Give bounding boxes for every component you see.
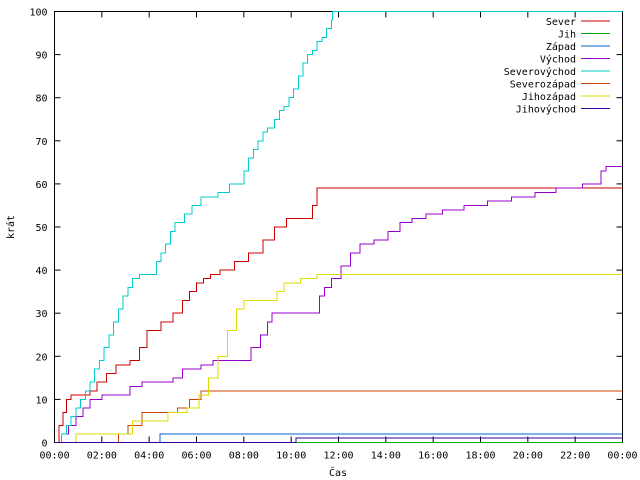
x-tick-label: 20:00 xyxy=(513,451,543,462)
y-tick-label: 100 xyxy=(29,8,47,19)
y-tick-label: 60 xyxy=(35,180,47,191)
legend-label: Sever xyxy=(546,17,576,28)
x-tick-label: 18:00 xyxy=(465,451,495,462)
legend-label: Jihovýchod xyxy=(516,104,576,116)
y-tick-label: 40 xyxy=(35,266,47,277)
legend-label: Západ xyxy=(546,41,576,53)
y-tick-label: 50 xyxy=(35,223,47,234)
y-tick-label: 30 xyxy=(35,309,47,320)
y-axis-label: krát xyxy=(5,215,17,239)
y-tick-label: 20 xyxy=(35,352,47,363)
series-line-0 xyxy=(54,187,623,443)
y-tick-label: 10 xyxy=(35,395,47,406)
legend-label: Jih xyxy=(558,30,576,41)
series-line-4 xyxy=(54,11,623,443)
x-tick-label: 14:00 xyxy=(371,451,401,462)
series-lines xyxy=(54,11,623,443)
y-axis-ticks: 0 10 20 30 40 50 60 70 80 90 100 xyxy=(29,8,623,450)
x-tick-label: 10:00 xyxy=(276,451,306,462)
x-tick-label: 06:00 xyxy=(181,451,211,462)
series-line-3 xyxy=(54,166,623,443)
x-tick-label: 16:00 xyxy=(418,451,448,462)
x-tick-label: 04:00 xyxy=(134,451,164,462)
x-axis-ticks: 00:00 02:00 04:00 06:00 08:00 10:00 12:00 14:00… xyxy=(40,11,638,462)
legend-label: Východ xyxy=(540,54,576,66)
series-line-6 xyxy=(54,273,623,443)
y-tick-label: 80 xyxy=(35,94,47,105)
y-tick-label: 90 xyxy=(35,51,47,62)
legend-label: Severovýchod xyxy=(504,66,576,78)
legend-label: Jihozápad xyxy=(522,91,576,103)
x-tick-label: 00:00 xyxy=(40,451,70,462)
x-tick-label: 22:00 xyxy=(560,451,590,462)
x-tick-label: 12:00 xyxy=(323,451,353,462)
series-line-7 xyxy=(54,437,623,443)
y-tick-label: 0 xyxy=(41,439,47,450)
series-line-5 xyxy=(54,390,623,443)
x-tick-label: 02:00 xyxy=(87,451,117,462)
x-tick-label: 00:00 xyxy=(607,451,637,462)
legend: Sever JihZápadVýchodSeverovýchodSeverozáp… xyxy=(504,17,610,116)
x-tick-label: 08:00 xyxy=(229,451,259,462)
y-tick-label: 70 xyxy=(35,137,47,148)
x-axis-label: Čas xyxy=(329,466,347,479)
legend-label: Severozápad xyxy=(510,79,576,91)
